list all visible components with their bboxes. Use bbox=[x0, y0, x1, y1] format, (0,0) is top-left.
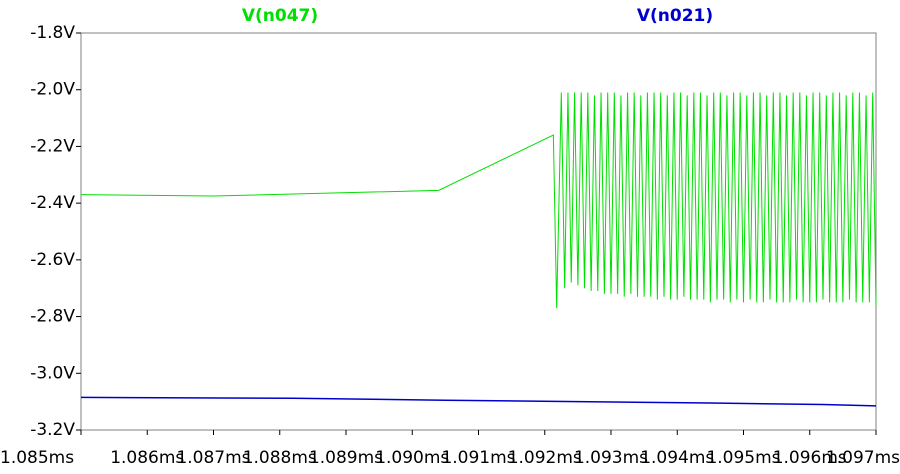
x-tick-label: 1.092ms bbox=[508, 448, 582, 468]
plot-frame bbox=[80, 32, 877, 431]
x-tick-label: 1.089ms bbox=[309, 448, 383, 468]
x-tick-label: 1.095ms bbox=[706, 448, 780, 468]
x-tick-label: 1.097ms bbox=[826, 448, 900, 468]
y-tick-label: -2.6V bbox=[30, 250, 75, 270]
x-tick-label: 1.096ms bbox=[773, 448, 847, 468]
x-tick-label: 1.085ms bbox=[0, 448, 74, 468]
y-tick-label: -2.0V bbox=[30, 80, 75, 100]
x-tick-label: 1.094ms bbox=[640, 448, 714, 468]
legend-label: V(n021) bbox=[637, 6, 713, 26]
x-tick-label: 1.093ms bbox=[574, 448, 648, 468]
legend-label: V(n047) bbox=[242, 6, 318, 26]
series-line bbox=[80, 92, 877, 309]
series-line bbox=[80, 396, 877, 407]
y-tick-label: -2.4V bbox=[30, 193, 75, 213]
y-tick-label: -2.8V bbox=[30, 307, 75, 327]
y-tick-label: -2.2V bbox=[30, 136, 75, 156]
x-tick-label: 1.087ms bbox=[176, 448, 250, 468]
y-tick-label: -3.0V bbox=[30, 363, 75, 383]
x-tick-label: 1.088ms bbox=[243, 448, 317, 468]
y-tick-label: -1.8V bbox=[30, 23, 75, 43]
x-tick-label: 1.091ms bbox=[441, 448, 515, 468]
x-tick-label: 1.090ms bbox=[375, 448, 449, 468]
x-tick-label: 1.086ms bbox=[110, 448, 184, 468]
y-tick-label: -3.2V bbox=[30, 420, 75, 440]
